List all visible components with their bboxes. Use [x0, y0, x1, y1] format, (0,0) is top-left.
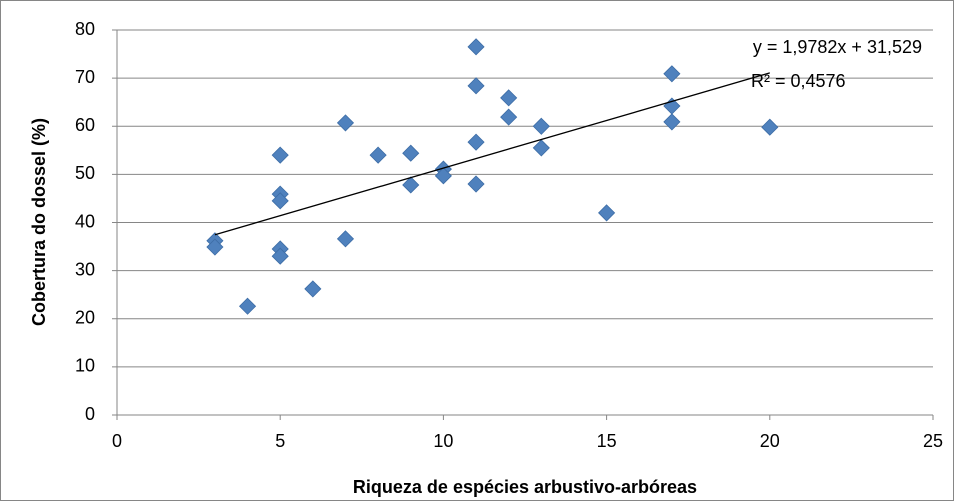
scatter-point: [500, 89, 518, 107]
scatter-point: [369, 146, 387, 164]
x-tick-label: 25: [923, 431, 943, 451]
scatter-point: [434, 167, 452, 185]
scatter-point: [271, 247, 289, 265]
scatter-point: [238, 297, 257, 315]
scatter-point: [467, 77, 485, 95]
scatter-point: [206, 238, 224, 256]
y-tick-label: 10: [75, 356, 95, 376]
scatter-point: [532, 139, 550, 157]
scatter-point: [761, 118, 779, 136]
y-axis-label: Cobertura do dossel (%): [29, 118, 49, 326]
scatter-point: [467, 175, 485, 193]
scatter-point: [402, 176, 420, 194]
scatter-point: [336, 230, 355, 248]
trendline-r2: R² = 0,4576: [751, 71, 846, 91]
y-tick-label: 50: [75, 163, 95, 183]
x-tick-label: 10: [433, 431, 453, 451]
scatter-point: [532, 117, 550, 135]
trendline: [214, 72, 770, 236]
y-tick-label: 30: [75, 259, 95, 279]
scatter-point: [304, 280, 322, 298]
y-tick-label: 40: [75, 211, 95, 231]
y-tick-label: 60: [75, 115, 95, 135]
scatter-point: [467, 38, 485, 56]
scatter-point: [598, 204, 616, 222]
y-tick-label: 0: [85, 404, 95, 424]
x-tick-label: 15: [597, 431, 617, 451]
y-tick-label: 20: [75, 308, 95, 328]
y-tick-label: 80: [75, 19, 95, 39]
x-tick-label: 0: [112, 431, 122, 451]
y-tick-label: 70: [75, 67, 95, 87]
scatter-point: [500, 108, 518, 126]
scatter-point: [467, 133, 485, 151]
scatter-point: [271, 146, 289, 164]
scatter-point: [663, 113, 681, 131]
x-tick-label: 20: [760, 431, 780, 451]
trendline-equation: y = 1,9782x + 31,529: [753, 37, 922, 57]
scatter-point: [663, 65, 681, 83]
scatter-point: [271, 192, 289, 210]
x-axis-label: Riqueza de espécies arbustivo-arbóreas: [353, 477, 697, 497]
scatter-point: [336, 114, 355, 132]
scatter-point: [402, 144, 420, 162]
x-tick-label: 5: [275, 431, 285, 451]
